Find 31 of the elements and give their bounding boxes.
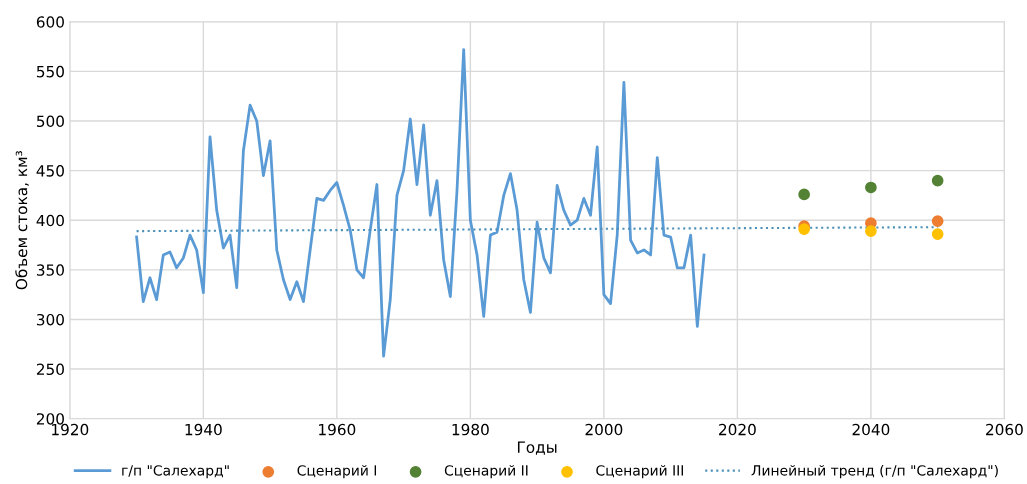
x-tick-label: 2000 [585,423,623,436]
point [931,228,944,240]
point [865,181,877,194]
x-tick-label: 2060 [986,423,1023,436]
y-axis-title: Объем стока, км³ [15,151,29,290]
x-tick-label: 1960 [319,423,356,436]
legend-label: Сценарий II [444,464,528,479]
x-tick-label: 1940 [185,423,222,436]
point [798,188,810,201]
y-tick-label: 250 [36,363,64,376]
legend-label: Линейный тренд (г/п "Салехард") [751,464,998,479]
y-tick-label: 500 [36,115,64,128]
legend-label: г/п "Салехард" [122,465,229,479]
y-tick-label: 450 [36,165,64,177]
line-series [135,48,706,358]
legend-label: Сценарий III [596,464,683,479]
x-tick-label: 2040 [852,423,890,436]
y-tick-label: 350 [36,264,64,276]
x-tick-label: 1980 [452,423,489,436]
x-axis-title: Годы [517,441,557,455]
y-tick-label: 300 [36,313,64,326]
y-tick-label: 600 [36,16,64,28]
y-tick-label: 200 [36,413,64,425]
legend-label: Сценарий I [297,464,377,479]
point [931,174,944,187]
x-tick-label: 2020 [719,423,756,436]
point [865,225,877,237]
y-tick-label: 550 [36,65,64,78]
y-tick-label: 400 [36,214,64,227]
point [931,215,944,228]
x-tick-label: 1920 [52,423,89,436]
